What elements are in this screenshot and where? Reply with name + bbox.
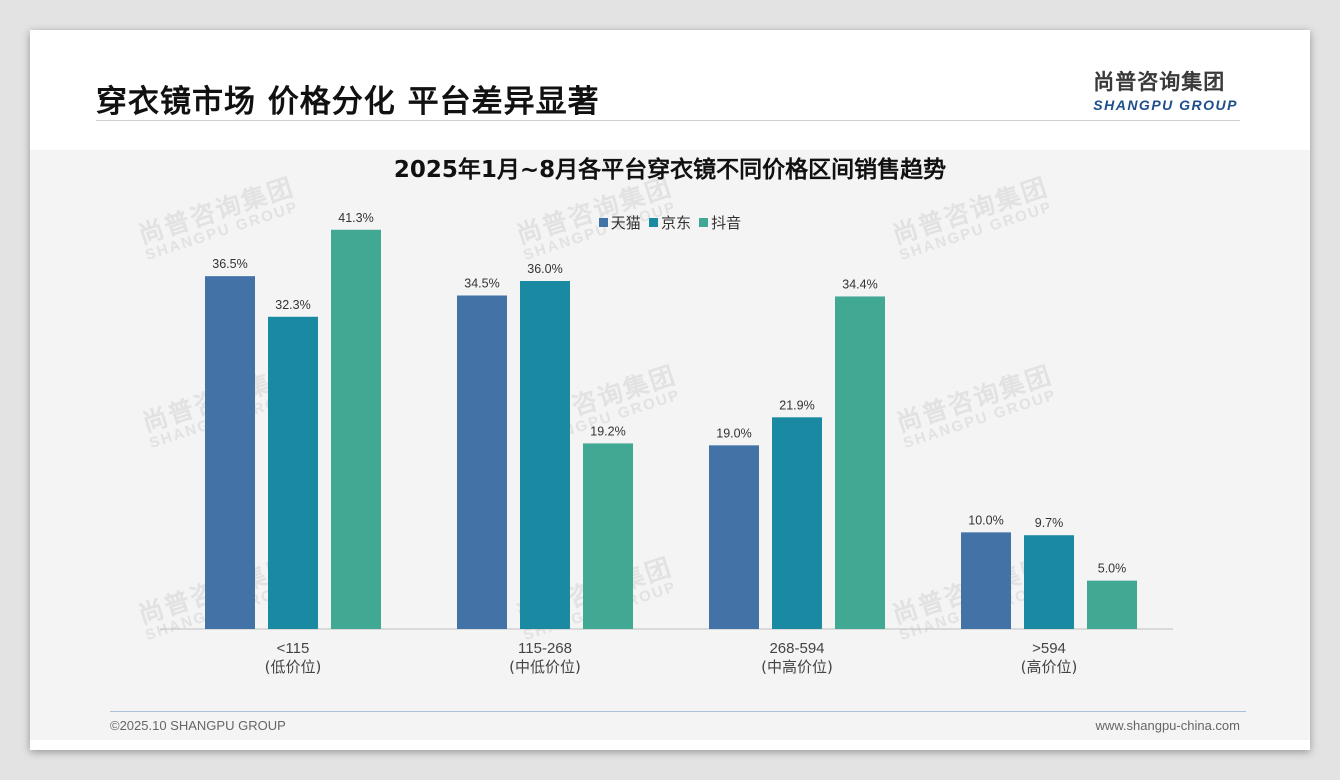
data-label: 34.5% xyxy=(464,277,499,291)
data-label: 41.3% xyxy=(338,211,373,225)
legend-item-tmall: 天猫 xyxy=(598,212,641,233)
x-tick-sublabel: (高价位) xyxy=(1021,658,1078,676)
x-tick-sublabel: (中高价位) xyxy=(761,658,833,676)
legend-swatch-tmall xyxy=(598,218,608,227)
data-label: 36.0% xyxy=(527,262,562,276)
slide: 穿衣镜市场 价格分化 平台差异显著 尚普咨询集团 SHANGPU GROUP 尚… xyxy=(30,30,1310,750)
bar-tmall xyxy=(709,445,759,629)
logo-chinese: 尚普咨询集团 xyxy=(1093,70,1226,94)
data-label: 32.3% xyxy=(275,298,310,312)
data-label: 19.0% xyxy=(716,426,751,440)
x-tick-label: <115 xyxy=(277,640,310,657)
data-label: 36.5% xyxy=(212,257,247,271)
chart-title: 2025年1月~8月各平台穿衣镜不同价格区间销售趋势 xyxy=(393,157,947,183)
footer-divider xyxy=(110,711,1246,712)
legend-label-douyin: 抖音 xyxy=(711,215,742,232)
data-label: 34.4% xyxy=(842,277,877,291)
bar-tmall xyxy=(457,295,507,629)
data-label: 5.0% xyxy=(1098,562,1127,576)
bar-douyin xyxy=(583,443,633,629)
x-tick-sublabel: (中低价位) xyxy=(509,658,581,676)
bar-tmall xyxy=(205,276,255,629)
logo-english: SHANGPU GROUP xyxy=(1093,97,1238,113)
company-logo: 尚普咨询集团 SHANGPU GROUP xyxy=(1093,66,1238,113)
bar-jd xyxy=(1024,535,1074,629)
data-label: 10.0% xyxy=(968,513,1003,527)
footer-website: www.shangpu-china.com xyxy=(1095,718,1240,733)
legend-item-douyin: 抖音 xyxy=(699,212,741,233)
legend-label-tmall: 天猫 xyxy=(610,215,641,232)
x-tick-label: 115-268 xyxy=(518,640,572,657)
legend-swatch-douyin xyxy=(699,218,709,227)
data-label: 19.2% xyxy=(590,424,625,438)
legend-swatch-jd xyxy=(648,218,658,227)
x-tick-label: 268-594 xyxy=(769,640,824,657)
bar-jd xyxy=(520,281,570,629)
bar-jd xyxy=(772,417,822,629)
bar-tmall xyxy=(961,532,1011,629)
title-divider xyxy=(96,120,1240,121)
bar-douyin xyxy=(331,229,381,629)
bar-douyin xyxy=(835,296,885,629)
bar-chart: 36.5% 32.3% 41.3% <115(低价位) 34.5% 36.0% 19.2% 1… xyxy=(160,211,1173,676)
page-title: 穿衣镜市场 价格分化 平台差异显著 xyxy=(96,84,600,120)
data-label: 21.9% xyxy=(779,398,814,412)
legend-item-jd: 京东 xyxy=(648,212,691,233)
x-tick-sublabel: (低价位) xyxy=(265,658,322,676)
x-tick-label: >594 xyxy=(1032,640,1066,657)
bar-jd xyxy=(268,316,318,629)
data-label: 9.7% xyxy=(1035,516,1064,530)
legend-label-jd: 京东 xyxy=(660,215,691,232)
footer-copyright: ©2025.10 SHANGPU GROUP xyxy=(110,718,286,733)
chart-legend: 天猫 京东 抖音 xyxy=(30,212,1310,233)
bar-douyin xyxy=(1087,580,1137,629)
